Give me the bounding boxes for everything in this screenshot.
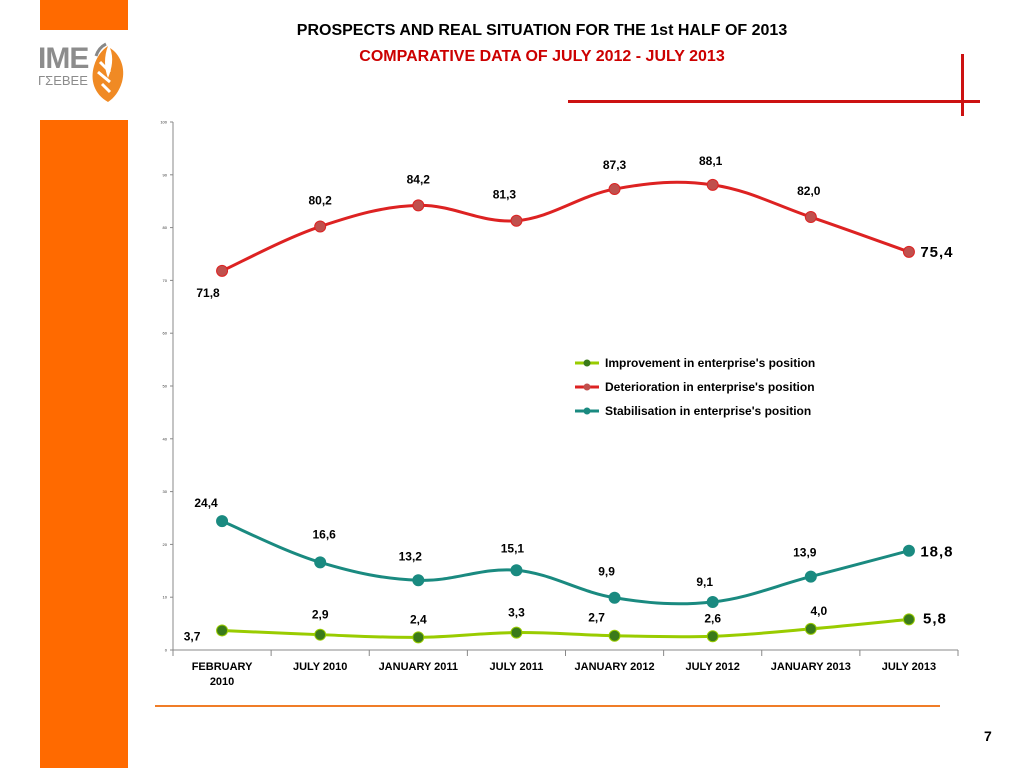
legend-swatch-marker: [583, 383, 591, 391]
data-point-marker: [706, 595, 719, 608]
x-tick-label: JANUARY 2011: [379, 661, 459, 673]
data-label: 84,2: [407, 172, 431, 186]
data-label: 88,1: [699, 154, 723, 168]
legend-label: Improvement in enterprise's position: [605, 356, 815, 370]
y-tick-label: 10: [163, 595, 168, 600]
legend-swatch-marker: [583, 359, 591, 367]
data-label: 16,6: [313, 527, 337, 541]
data-point-marker: [804, 211, 817, 224]
x-tick-label: JANUARY 2012: [575, 661, 655, 673]
y-tick-label: 20: [163, 542, 168, 547]
data-label: 80,2: [309, 194, 333, 208]
data-point-marker: [510, 564, 523, 577]
data-label: 2,6: [704, 611, 721, 625]
logo-sub-text: ΓΣΕΒΕΕ: [38, 73, 88, 88]
data-label: 9,9: [598, 565, 615, 579]
series-line: [221, 617, 910, 639]
data-label: 15,1: [501, 541, 525, 555]
x-tick-label: JULY 2011: [490, 661, 544, 673]
data-point-marker: [314, 556, 327, 569]
data-point-marker: [706, 630, 719, 643]
legend-label: Deterioration in enterprise's position: [605, 380, 815, 394]
data-label: 2,4: [410, 612, 427, 626]
legend-label: Stabilisation in enterprise's position: [605, 404, 811, 418]
data-point-marker: [608, 629, 621, 642]
data-point-marker: [706, 178, 719, 191]
data-point-marker: [902, 544, 915, 557]
data-label: 24,4: [194, 496, 218, 510]
data-point-marker: [804, 570, 817, 583]
page-subtitle: COMPARATIVE DATA OF JULY 2012 - JULY 201…: [359, 48, 725, 65]
x-tick-label: JULY 2010: [293, 661, 347, 673]
data-point-marker: [608, 183, 621, 196]
data-point-marker: [412, 574, 425, 587]
data-point-marker: [216, 264, 229, 277]
y-tick-label: 0: [165, 648, 168, 653]
ime-logo: IME ΓΣΕΒΕΕ: [38, 38, 133, 108]
legend-swatch-marker: [583, 407, 591, 415]
data-point-marker: [804, 622, 817, 635]
data-label: 75,4: [920, 244, 953, 261]
data-point-marker: [902, 613, 915, 626]
orange-accent-bar: [40, 120, 128, 768]
y-tick-label: 60: [163, 331, 168, 336]
x-tick-label: FEBRUARY 2010: [192, 661, 253, 688]
title-rule-vertical: [961, 54, 964, 116]
series-line: [221, 180, 910, 273]
series-line: [221, 519, 910, 606]
y-tick-label: 80: [163, 225, 168, 230]
data-point-marker: [510, 626, 523, 639]
data-label: 87,3: [603, 158, 627, 172]
wheat-emblem-icon: [92, 42, 124, 102]
data-label: 13,2: [399, 549, 423, 563]
title-rule-horizontal: [568, 100, 980, 103]
data-label: 81,3: [493, 188, 517, 202]
y-tick-label: 50: [163, 384, 168, 389]
data-label: 3,3: [508, 606, 525, 620]
data-point-marker: [510, 214, 523, 227]
y-tick-label: 90: [163, 172, 168, 177]
y-tick-label: 30: [163, 489, 168, 494]
data-label: 9,1: [696, 575, 713, 589]
data-point-marker: [902, 245, 915, 258]
data-point-marker: [314, 628, 327, 641]
x-tick-label: JULY 2012: [685, 661, 739, 673]
data-label: 82,0: [797, 184, 821, 198]
data-point-marker: [608, 591, 621, 604]
orange-accent-bar-top: [40, 0, 128, 30]
x-tick-label: JANUARY 2013: [771, 661, 851, 673]
data-label: 5,8: [923, 610, 947, 627]
page-title: PROSPECTS AND REAL SITUATION FOR THE 1st…: [296, 22, 788, 39]
data-label: 2,7: [588, 611, 605, 625]
data-label: 3,7: [184, 629, 201, 643]
data-label: 4,0: [810, 604, 827, 618]
data-point-marker: [412, 199, 425, 212]
data-point-marker: [314, 220, 327, 233]
data-label: 13,9: [793, 546, 817, 560]
logo-main-text: IME: [38, 42, 89, 75]
bottom-rule: [155, 705, 940, 707]
y-tick-label: 100: [160, 120, 167, 125]
data-point-marker: [412, 631, 425, 644]
data-label: 71,8: [196, 286, 220, 300]
data-point-marker: [216, 515, 229, 528]
y-tick-label: 70: [163, 278, 168, 283]
data-label: 18,8: [920, 544, 953, 561]
data-label: 2,9: [312, 608, 329, 622]
data-point-marker: [216, 624, 229, 637]
x-tick-label: JULY 2013: [882, 661, 936, 673]
y-tick-label: 40: [163, 436, 168, 441]
page-number: 7: [984, 728, 992, 744]
